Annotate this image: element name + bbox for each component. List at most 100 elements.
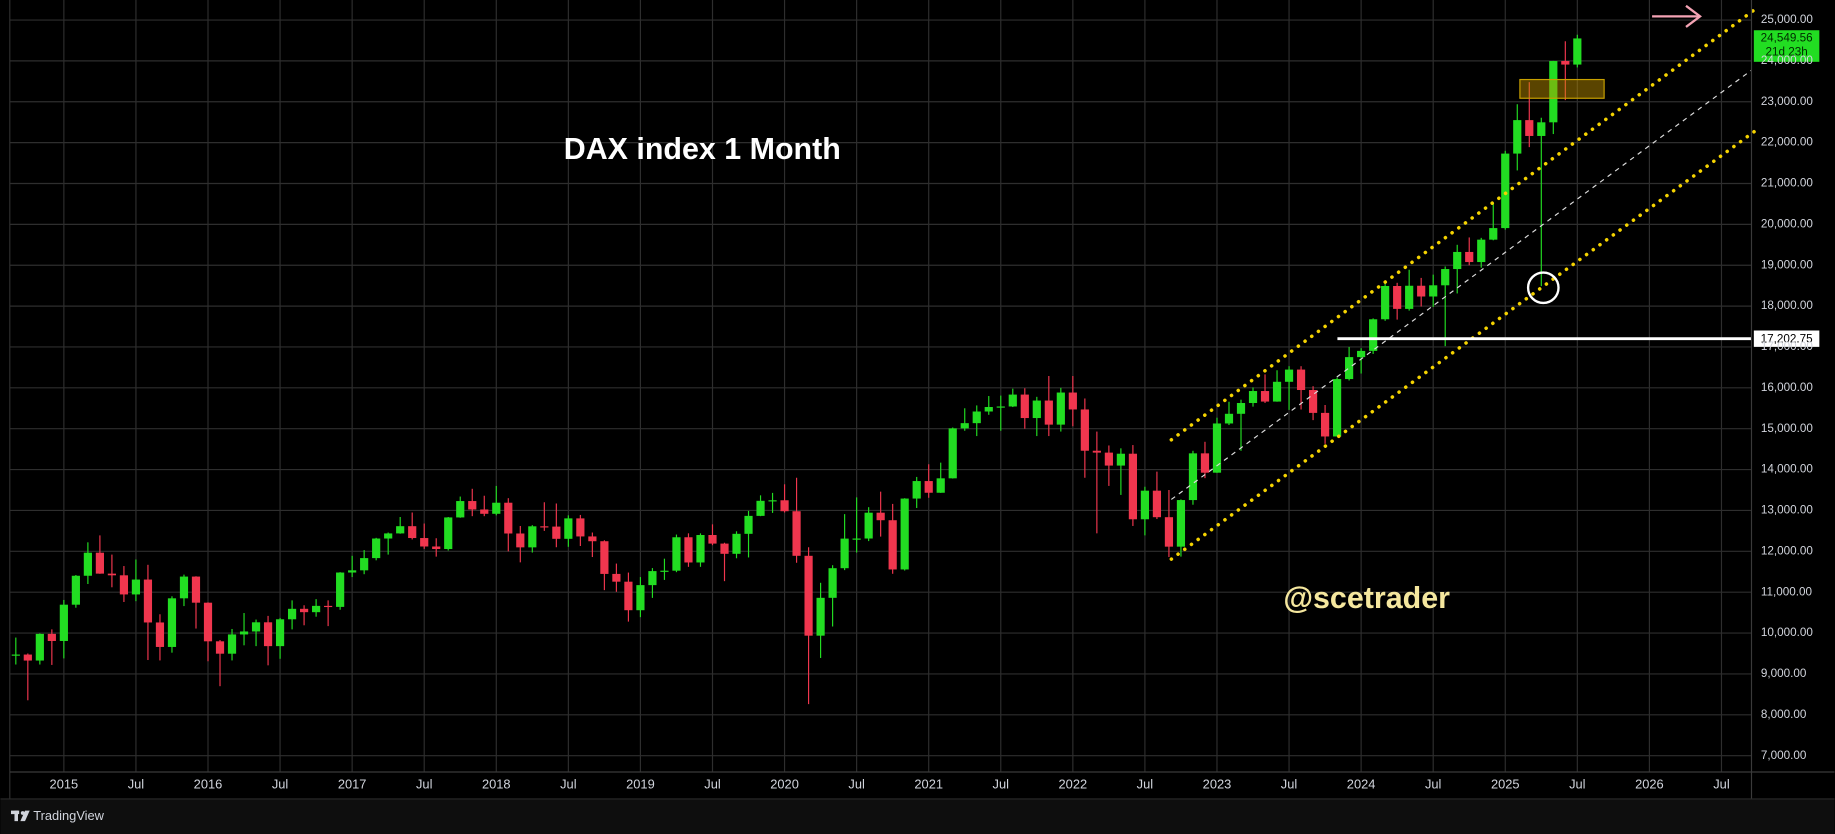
candle-body	[1549, 61, 1558, 123]
candle-body	[143, 579, 153, 623]
candle-body	[360, 558, 369, 571]
candles	[11, 34, 1582, 705]
candle-body	[540, 526, 549, 528]
y-tick-label: 20,000.00	[1761, 217, 1813, 230]
candle-body	[1044, 400, 1053, 425]
y-tick-label: 14,000.00	[1761, 463, 1813, 476]
candle-body	[35, 633, 44, 661]
y-tick-label: 8,000.00	[1761, 708, 1807, 721]
last-price-label: 24,549.56	[1761, 32, 1813, 45]
candle-body	[1116, 453, 1125, 466]
candle-body	[1561, 61, 1570, 65]
x-tick-label: 2025	[1491, 776, 1520, 791]
y-tick-label: 21,000.00	[1761, 177, 1813, 190]
candle-body	[1008, 394, 1017, 407]
candle-body	[732, 533, 741, 554]
y-tick-label: 22,000.00	[1761, 136, 1813, 149]
candle-body	[1489, 228, 1498, 240]
candle-body	[384, 533, 393, 539]
candle-body	[636, 585, 645, 611]
candle-body	[852, 538, 861, 540]
candle-body	[1513, 120, 1522, 154]
candle-body	[1284, 369, 1294, 382]
candle-body	[840, 538, 849, 569]
x-tick-label: Jul	[1569, 776, 1585, 791]
candle-body	[1140, 490, 1150, 520]
y-tick-label: 25,000.00	[1761, 13, 1813, 26]
candle-body	[71, 575, 80, 605]
candle-body	[23, 654, 32, 661]
candle-body	[1453, 251, 1462, 270]
candle-body	[672, 537, 681, 571]
candle-body	[1369, 319, 1378, 351]
candle-body	[816, 597, 825, 636]
candle-body	[1417, 285, 1426, 297]
candle-body	[420, 538, 429, 547]
y-tick-label: 16,000.00	[1761, 381, 1813, 394]
candle-body	[828, 568, 837, 598]
y-tick-label: 18,000.00	[1761, 299, 1813, 312]
y-tick-label: 9,000.00	[1761, 667, 1807, 680]
x-tick-label: Jul	[1281, 776, 1297, 791]
candle-body	[1032, 400, 1041, 419]
candle-body	[1477, 239, 1486, 263]
candle-body	[312, 605, 321, 613]
x-tick-label: Jul	[272, 776, 288, 791]
candle-body	[1296, 369, 1306, 391]
candle-body	[1381, 285, 1390, 320]
y-tick-label: 11,000.00	[1761, 585, 1813, 598]
y-tick-label: 23,000.00	[1761, 95, 1813, 108]
candle-body	[1260, 391, 1270, 402]
logo-part	[14, 810, 18, 822]
candle-body	[1188, 453, 1198, 501]
x-tick-label: 2024	[1347, 776, 1376, 791]
candle-body	[203, 602, 213, 642]
y-tick-label: 7,000.00	[1761, 749, 1807, 762]
candle-body	[1092, 450, 1101, 453]
candle-body	[900, 498, 909, 570]
x-tick-label: Jul	[128, 776, 144, 791]
channel-middle	[1170, 69, 1752, 500]
x-tick-label: Jul	[993, 776, 1009, 791]
last-price-box	[1753, 30, 1820, 62]
watermark: @scetrader	[1283, 581, 1450, 615]
x-tick-label: 2017	[338, 776, 367, 791]
candle-body	[1212, 423, 1222, 473]
candle-body	[251, 622, 261, 632]
candle-body	[480, 509, 489, 514]
footer	[0, 798, 1835, 834]
candle-body	[936, 478, 945, 493]
y-tick-label: 17,000.00	[1761, 340, 1813, 353]
candle-body	[1068, 392, 1077, 410]
candle-body	[119, 575, 129, 595]
candle-body	[444, 517, 453, 550]
candle-body	[1537, 122, 1546, 136]
candle-body	[984, 407, 993, 412]
candle-body	[1525, 120, 1534, 136]
candle-body	[864, 512, 873, 539]
x-tick-label: 2023	[1203, 776, 1232, 791]
candle-body	[888, 520, 897, 570]
x-tick-label: 2019	[626, 776, 655, 791]
logo-part	[20, 810, 30, 822]
x-tick-label: 2015	[50, 776, 79, 791]
candle-body	[588, 536, 597, 542]
candle-body	[408, 526, 417, 539]
candle-body	[107, 573, 117, 576]
candle-body	[1248, 391, 1258, 404]
candle-body	[1429, 285, 1438, 297]
candle-body	[1080, 409, 1089, 451]
candle-body	[996, 406, 1005, 408]
candle-body	[1224, 413, 1234, 424]
candle-body	[396, 526, 405, 534]
level-label: 17,202.75	[1761, 332, 1813, 345]
candle-body	[83, 552, 92, 576]
candle-body	[492, 502, 501, 514]
candle-body	[263, 622, 273, 647]
x-tick-label: 2016	[194, 776, 223, 791]
x-tick-label: 2021	[914, 776, 943, 791]
candle-body	[336, 572, 345, 607]
candle-body	[780, 500, 789, 512]
brand-logo	[10, 810, 30, 822]
